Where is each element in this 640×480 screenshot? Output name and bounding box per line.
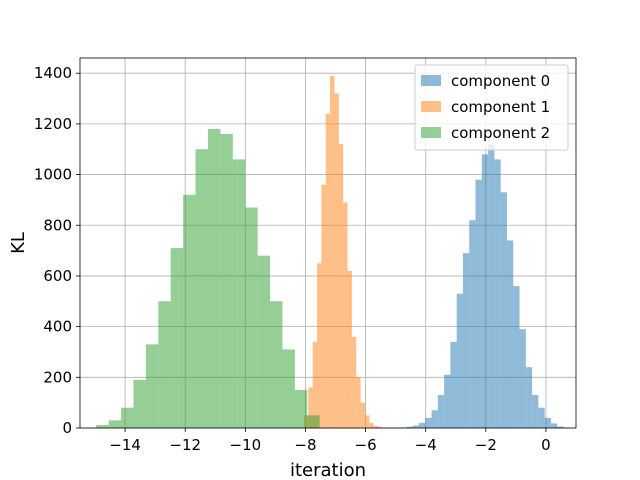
x-tick-label-6: −2 — [475, 436, 497, 454]
bar-component-0-bin-17 — [506, 240, 514, 428]
bar-component-2-bin-9 — [207, 128, 221, 428]
y-tick-label-5: 1000 — [34, 166, 72, 184]
bar-component-0-bin-11 — [469, 220, 476, 428]
bar-component-0-bin-10 — [462, 253, 470, 428]
bar-component-1-bin-7 — [334, 93, 339, 428]
bar-component-0-bin-20 — [525, 367, 533, 428]
bar-component-2-bin-15 — [282, 349, 295, 428]
x-tick-label-0: −14 — [109, 436, 141, 454]
bar-component-2-bin-13 — [257, 255, 271, 428]
bar-component-0-bin-14 — [488, 144, 495, 429]
bar-component-1-bin-5 — [325, 113, 331, 429]
bar-component-0-bin-16 — [500, 192, 507, 428]
bar-component-1-bin-9 — [343, 202, 348, 428]
bar-component-0-bin-8 — [450, 341, 457, 428]
bar-component-0-bin-3 — [418, 422, 426, 428]
y-tick-label-3: 600 — [43, 267, 72, 285]
bar-component-1-bin-8 — [338, 144, 344, 429]
bar-component-0-bin-7 — [444, 374, 451, 428]
legend-swatch-component-0 — [421, 75, 441, 86]
legend-label-component-1: component 1 — [451, 98, 550, 116]
bar-component-0-bin-19 — [519, 329, 526, 428]
bar-component-0-bin-12 — [475, 179, 482, 428]
x-tick-label-3: −8 — [294, 436, 316, 454]
y-tick-label-1: 200 — [43, 368, 72, 386]
legend-label-component-2: component 2 — [451, 124, 550, 142]
bar-component-2-bin-7 — [183, 194, 196, 428]
bar-component-2-bin-16 — [294, 389, 308, 428]
bar-component-2-bin-1 — [108, 420, 122, 428]
x-tick-label-4: −6 — [355, 436, 377, 454]
bar-component-2-bin-8 — [195, 149, 208, 428]
bar-component-0-bin-15 — [494, 159, 501, 428]
y-axis-label: KL — [8, 232, 29, 254]
legend: component 0 component 1 component 2 — [414, 64, 569, 151]
bar-component-0-bin-13 — [481, 154, 489, 428]
bar-component-0-bin-24 — [550, 423, 558, 428]
bar-component-1-bin-1 — [308, 387, 313, 428]
bar-component-1-bin-13 — [360, 402, 365, 428]
bar-component-2-bin-10 — [220, 134, 233, 428]
bar-component-1-bin-15 — [369, 422, 374, 428]
bar-component-0-bin-2 — [412, 425, 419, 428]
bar-component-2-bin-3 — [133, 379, 146, 428]
bar-component-1-bin-14 — [364, 415, 370, 428]
bar-component-1-bin-11 — [351, 336, 357, 428]
bar-component-2-bin-17 — [307, 415, 320, 428]
bar-component-1-bin-2 — [312, 341, 318, 428]
bar-component-0-bin-22 — [538, 407, 545, 428]
bar-component-2-bin-4 — [145, 344, 159, 428]
bar-component-0-bin-21 — [532, 395, 539, 428]
legend-label-component-0: component 0 — [451, 72, 550, 90]
bar-component-1-bin-3 — [317, 263, 322, 428]
bar-component-2-bin-6 — [170, 248, 184, 428]
y-tick-label-0: 0 — [62, 419, 72, 437]
axes-frame — [79, 57, 577, 429]
bar-component-0-bin-18 — [513, 286, 520, 428]
x-axis-ticks: −14 −12 −10 −8 −6 −4 −2 0 — [109, 428, 551, 454]
bar-component-0-bin-6 — [437, 395, 445, 428]
bar-component-1-bin-12 — [356, 377, 361, 428]
bar-component-2-bin-12 — [245, 207, 258, 428]
x-tick-label-1: −12 — [169, 436, 201, 454]
bar-component-0-bin-4 — [425, 417, 432, 428]
y-axis-ticks: 0 200 400 600 800 1000 1200 1400 — [34, 64, 80, 437]
bar-component-1-bin-4 — [321, 184, 326, 428]
x-axis-label: iteration — [290, 460, 366, 480]
bar-component-2-bin-2 — [121, 407, 134, 428]
bar-component-2-bin-5 — [158, 301, 171, 428]
legend-box — [414, 64, 569, 151]
x-tick-label-2: −10 — [230, 436, 262, 454]
bar-component-2-bin-11 — [232, 159, 246, 428]
histogram-bars — [96, 75, 570, 429]
legend-swatch-component-2 — [421, 127, 441, 138]
bar-component-0-bin-25 — [557, 426, 564, 428]
bar-component-0-bin-9 — [456, 293, 463, 428]
bar-component-1-bin-17 — [378, 426, 383, 428]
x-tick-label-7: 0 — [541, 436, 551, 454]
y-tick-label-6: 1200 — [34, 115, 72, 133]
y-tick-label-7: 1400 — [34, 64, 72, 82]
legend-swatch-component-1 — [421, 101, 441, 112]
bar-component-0-bin-5 — [431, 410, 438, 428]
bar-component-1-bin-6 — [330, 75, 335, 429]
bar-component-1-bin-16 — [373, 425, 379, 428]
y-tick-label-4: 800 — [43, 216, 72, 234]
bar-component-2-bin-0 — [96, 424, 109, 428]
bar-component-0-bin-1 — [406, 426, 413, 428]
bar-component-0-bin-23 — [544, 417, 551, 428]
x-tick-label-5: −4 — [415, 436, 437, 454]
bar-component-1-bin-10 — [347, 270, 352, 428]
y-tick-label-2: 400 — [43, 318, 72, 336]
bar-component-2-bin-14 — [270, 301, 283, 428]
